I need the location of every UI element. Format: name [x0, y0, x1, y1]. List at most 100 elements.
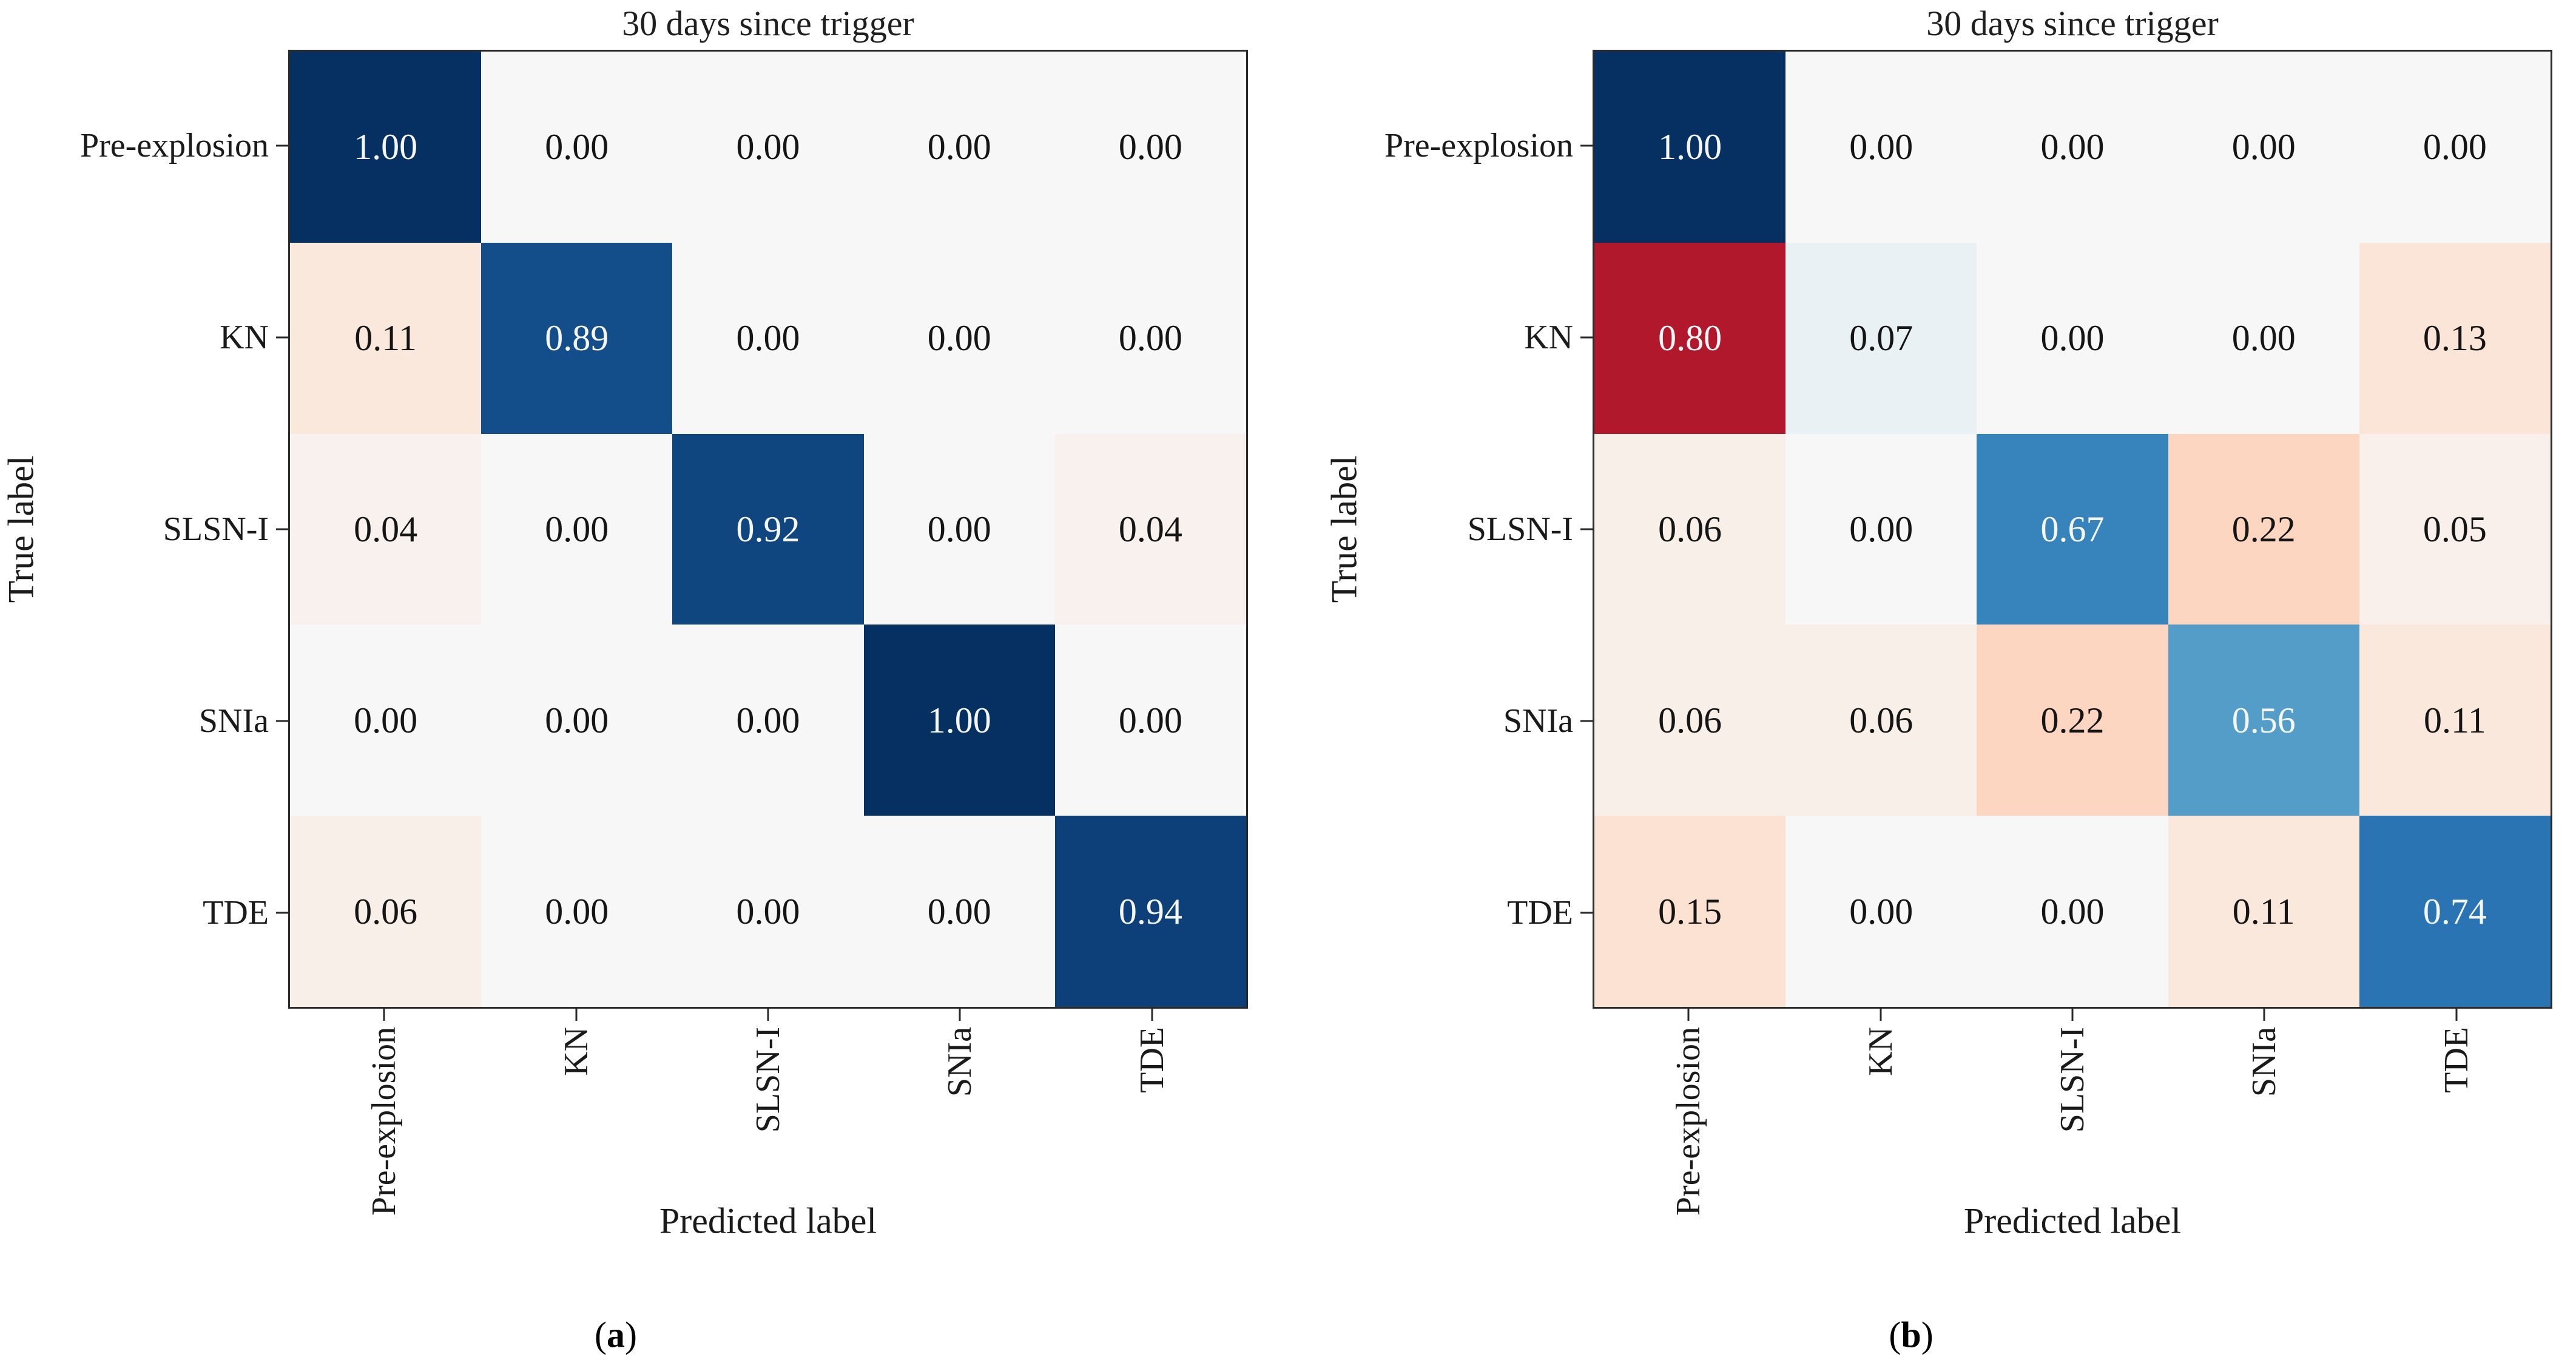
matrix-cell: 0.00 [1785, 52, 1977, 243]
x-tick-label: Pre-explosion [1670, 1027, 1708, 1216]
matrix-cell: 0.00 [1054, 625, 1246, 816]
matrix-cell: 0.00 [2168, 52, 2359, 243]
matrix-cell: 0.00 [481, 816, 673, 1007]
x-tick [1151, 1009, 1153, 1021]
matrix-cell: 0.06 [1785, 625, 1977, 816]
y-tick-label: Pre-explosion [1384, 127, 1573, 164]
matrix-cell: 0.04 [290, 433, 482, 625]
matrix-cell: 0.00 [672, 242, 864, 434]
subfigure-caption-b: (b) [1889, 1315, 1933, 1356]
x-tick-label: SLSN-I [749, 1027, 787, 1133]
matrix-cell: 0.07 [1785, 242, 1977, 434]
confusion-matrix-panel-a: 30 days since trigger 1.00 0.00 0.00 0.00 0.… [1, 4, 1248, 1356]
caption-letter: a [607, 1315, 625, 1355]
matrix-cell: 0.13 [2359, 242, 2551, 434]
y-tick [1580, 528, 1593, 530]
y-tick-label: SNIa [198, 702, 269, 740]
heatmap-grid: 1.00 0.00 0.00 0.00 0.00 0.11 0.89 0.00 0.00 0.00… [290, 52, 1246, 1007]
matrix-cell: 0.11 [2168, 816, 2359, 1007]
matrix-cell: 0.06 [1594, 625, 1786, 816]
y-tick [276, 720, 288, 722]
matrix-cell: 0.11 [290, 242, 482, 434]
matrix-cell: 0.22 [1977, 625, 2168, 816]
x-tick [383, 1009, 385, 1021]
x-axis-label: Predicted label [1963, 1200, 2182, 1241]
subfigure-caption-a: (a) [595, 1315, 637, 1356]
caption-paren-close: ) [625, 1315, 637, 1355]
matrix-cell: 0.92 [672, 433, 864, 625]
matrix-cell: 0.05 [2359, 433, 2551, 625]
matrix-cell: 0.00 [1977, 52, 2168, 243]
y-tick [1580, 912, 1593, 914]
matrix-cell: 0.00 [672, 52, 864, 243]
y-tick-label: KN [1524, 319, 1573, 356]
y-tick [1580, 336, 1593, 339]
matrix-cell: 0.04 [1054, 433, 1246, 625]
y-tick-label: SLSN-I [163, 510, 269, 548]
x-tick-label: KN [1861, 1027, 1900, 1076]
panel-a-heatmap: 1.00 0.00 0.00 0.00 0.00 0.11 0.89 0.00 0.00 0.00… [288, 50, 1248, 1009]
panel-b-heatmap: 1.00 0.00 0.00 0.00 0.00 0.80 0.07 0.00 0.00 0.13… [1593, 50, 2552, 1009]
x-tick [1687, 1009, 1690, 1021]
matrix-cell: 1.00 [863, 625, 1055, 816]
matrix-cell: 1.00 [1594, 52, 1786, 243]
x-tick [1880, 1009, 1882, 1021]
y-tick [276, 912, 288, 914]
matrix-cell: 0.00 [481, 625, 673, 816]
y-tick-label: SLSN-I [1467, 510, 1573, 548]
heatmap-grid: 1.00 0.00 0.00 0.00 0.00 0.80 0.07 0.00 0.00 0.13… [1594, 52, 2551, 1007]
matrix-cell: 0.00 [863, 52, 1055, 243]
panel-a-title: 30 days since trigger [622, 4, 914, 43]
matrix-cell: 0.00 [672, 625, 864, 816]
x-tick [575, 1009, 578, 1021]
y-tick-label: TDE [1507, 894, 1573, 932]
matrix-cell: 0.00 [863, 433, 1055, 625]
x-tick-label: Pre-explosion [365, 1027, 403, 1216]
matrix-cell: 0.00 [481, 52, 673, 243]
x-tick-label: SNIa [941, 1027, 979, 1097]
matrix-cell: 0.56 [2168, 625, 2359, 816]
x-tick-label: TDE [2437, 1027, 2475, 1093]
x-tick-label: TDE [1133, 1027, 1171, 1093]
caption-paren-close: ) [1921, 1315, 1934, 1355]
matrix-cell: 0.67 [1977, 433, 2168, 625]
matrix-cell: 0.00 [2359, 52, 2551, 243]
matrix-cell: 0.00 [863, 242, 1055, 434]
matrix-cell: 0.06 [290, 816, 482, 1007]
y-tick [276, 528, 288, 530]
x-tick-label: SLSN-I [2054, 1027, 2091, 1133]
matrix-cell: 0.11 [2359, 625, 2551, 816]
x-tick-label: KN [557, 1027, 595, 1076]
matrix-cell: 0.94 [1054, 816, 1246, 1007]
matrix-cell: 0.06 [1594, 433, 1786, 625]
matrix-cell: 0.00 [672, 816, 864, 1007]
matrix-cell: 0.00 [1785, 433, 1977, 625]
x-tick [2071, 1009, 2074, 1021]
matrix-cell: 0.00 [863, 816, 1055, 1007]
panel-b-title: 30 days since trigger [1926, 4, 2219, 43]
x-tick [2263, 1009, 2265, 1021]
matrix-cell: 1.00 [290, 52, 482, 243]
y-tick-label: Pre-explosion [79, 127, 269, 164]
caption-paren-open: ( [1889, 1315, 1901, 1355]
matrix-cell: 0.00 [481, 433, 673, 625]
matrix-cell: 0.00 [1785, 816, 1977, 1007]
matrix-cell: 0.00 [1054, 52, 1246, 243]
matrix-cell: 0.00 [1977, 816, 2168, 1007]
caption-paren-open: ( [595, 1315, 607, 1355]
confusion-matrix-panel-b: 30 days since trigger 1.00 0.00 0.00 0.00 0.… [1304, 0, 2576, 1371]
matrix-cell: 0.00 [1977, 242, 2168, 434]
y-tick-label: TDE [203, 894, 269, 932]
x-tick-label: SNIa [2245, 1027, 2284, 1097]
y-tick [276, 336, 288, 339]
matrix-cell: 0.00 [290, 625, 482, 816]
matrix-cell: 0.22 [2168, 433, 2359, 625]
y-tick [1580, 720, 1593, 722]
x-axis-label: Predicted label [659, 1200, 877, 1241]
matrix-cell: 0.00 [2168, 242, 2359, 434]
matrix-cell: 0.74 [2359, 816, 2551, 1007]
matrix-cell: 0.89 [481, 242, 673, 434]
x-tick [767, 1009, 769, 1021]
y-tick-label: SNIa [1503, 702, 1573, 740]
